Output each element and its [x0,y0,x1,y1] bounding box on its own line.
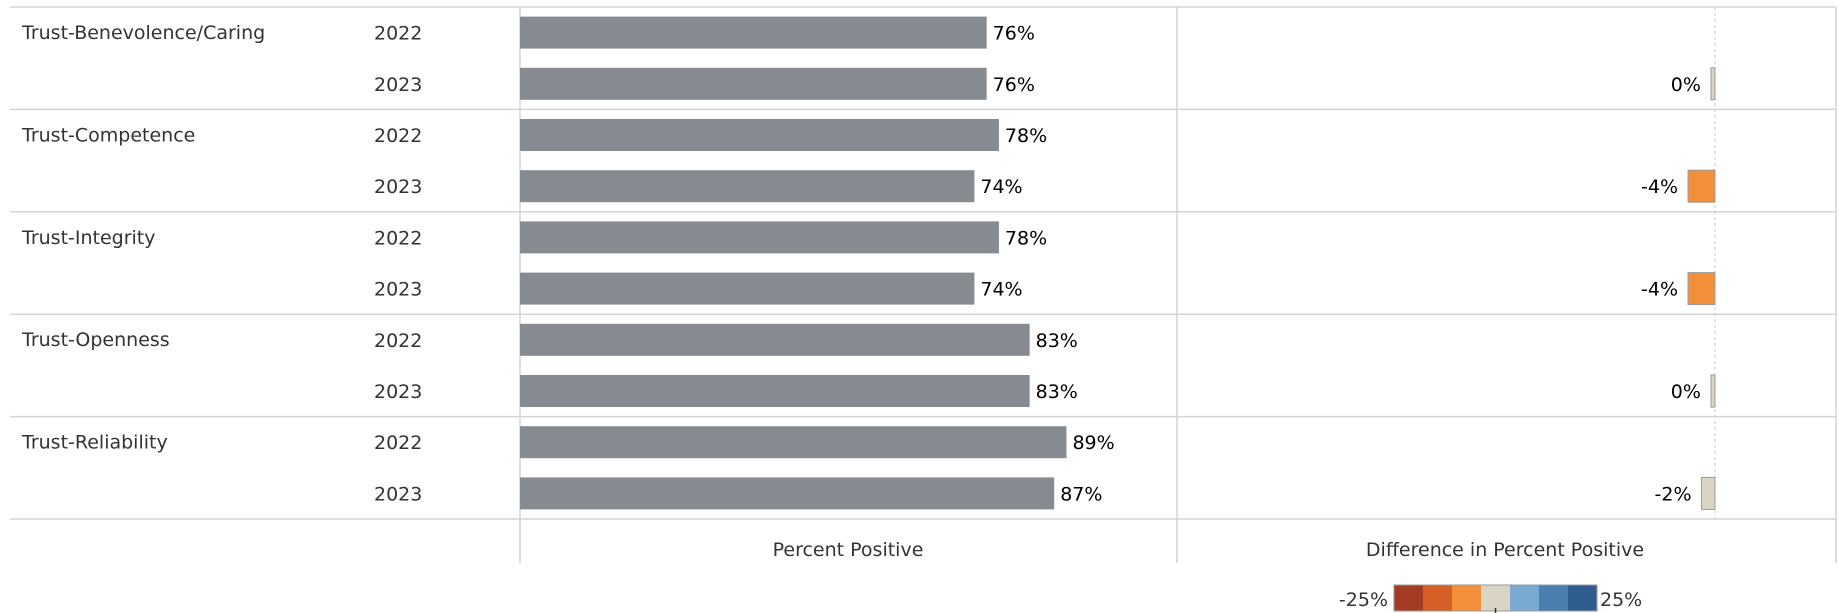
legend-swatch [1481,585,1510,611]
category-label: Trust-Benevolence/Caring [21,22,265,44]
difference-bar [1710,67,1716,101]
year-label: 2022 [374,125,422,147]
difference-value-label: -2% [1655,483,1692,505]
year-label: 2022 [374,23,422,45]
grid-lines [10,6,1837,563]
percent-positive-bar [520,221,999,254]
row-labels: Trust-Benevolence/Caring 2022 2023 Trust-Co… [21,22,422,505]
percent-positive-value-label: 74% [980,279,1022,301]
percent-positive-value-label: 78% [1005,227,1047,249]
category-label: Trust-Competence [21,124,195,146]
percent-positive-value-label: 76% [993,74,1035,96]
x-axis-title-difference: Difference in Percent Positive [1366,539,1644,561]
percent-positive-bar [520,67,987,100]
percent-positive-bar [520,170,975,203]
percent-positive-value-label: 87% [1060,483,1102,505]
year-label: 2022 [374,330,422,352]
legend-swatch [1452,585,1481,611]
year-label: 2023 [374,176,422,198]
percent-positive-bar [520,119,999,151]
category-label: Trust-Reliability [21,432,168,454]
legend-swatch [1510,585,1539,611]
difference-value-label: -4% [1641,279,1678,301]
difference-bar [1701,476,1716,510]
legend-swatch [1539,585,1568,611]
difference-bar [1687,169,1716,203]
category-label: Trust-Integrity [21,227,156,249]
category-label: Trust-Openness [21,329,170,351]
year-label: 2022 [374,432,422,454]
percent-positive-bars: 76% 76% 78% 74% 78% 74% 83% 83% 89% 87% [520,16,1115,510]
year-label: 2022 [374,227,422,249]
percent-positive-bar [520,323,1030,356]
percent-positive-value-label: 83% [1036,330,1078,352]
percent-positive-bar [520,375,1030,407]
legend-swatches [1393,584,1598,613]
difference-bar [1710,374,1716,408]
x-axis-title-percent-positive: Percent Positive [773,539,924,561]
year-label: 2023 [374,279,422,301]
year-label: 2023 [374,483,422,505]
difference-value-label: 0% [1671,74,1701,96]
percent-positive-value-label: 83% [1036,381,1078,403]
difference-bar [1687,272,1716,306]
difference-value-label: 0% [1671,381,1701,403]
percent-positive-value-label: 78% [1005,125,1047,147]
legend-swatch [1423,585,1452,611]
legend-swatch [1394,585,1423,611]
year-label: 2023 [374,381,422,403]
legend-swatch [1568,585,1597,611]
percent-positive-value-label: 89% [1072,432,1114,454]
percent-positive-bar [520,272,975,305]
percent-positive-value-label: 74% [980,176,1022,198]
legend-min-label: -25% [1339,589,1388,611]
percent-positive-bar [520,426,1067,459]
percent-positive-bar [520,477,1055,510]
color-legend: -25% 25% [1339,584,1642,613]
year-label: 2023 [374,74,422,96]
difference-bars: 0% -4% -4% 0% -2% [1641,67,1716,510]
legend-max-label: 25% [1600,589,1642,611]
percent-positive-bar [520,16,987,49]
difference-value-label: -4% [1641,176,1678,198]
percent-positive-value-label: 76% [993,23,1035,45]
